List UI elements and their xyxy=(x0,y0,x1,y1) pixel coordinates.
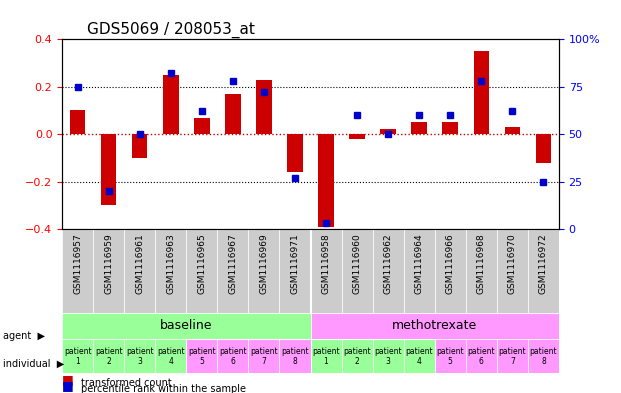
FancyBboxPatch shape xyxy=(186,229,217,312)
FancyBboxPatch shape xyxy=(373,339,404,373)
FancyBboxPatch shape xyxy=(310,229,342,312)
FancyBboxPatch shape xyxy=(93,339,124,373)
Text: GSM1116968: GSM1116968 xyxy=(477,233,486,294)
FancyBboxPatch shape xyxy=(435,339,466,373)
Text: GSM1116961: GSM1116961 xyxy=(135,233,144,294)
Text: methotrexate: methotrexate xyxy=(392,320,478,332)
Bar xyxy=(163,75,179,134)
Text: GSM1116960: GSM1116960 xyxy=(353,233,361,294)
Text: patient
2: patient 2 xyxy=(343,347,371,366)
Text: GSM1116958: GSM1116958 xyxy=(322,233,330,294)
Text: patient
1: patient 1 xyxy=(312,347,340,366)
Text: GSM1116962: GSM1116962 xyxy=(384,233,392,294)
FancyBboxPatch shape xyxy=(528,339,559,373)
Bar xyxy=(194,118,210,134)
Text: individual  ▶: individual ▶ xyxy=(3,358,65,369)
FancyBboxPatch shape xyxy=(279,339,310,373)
FancyBboxPatch shape xyxy=(404,229,435,312)
Text: patient
2: patient 2 xyxy=(95,347,122,366)
Text: GSM1116971: GSM1116971 xyxy=(291,233,299,294)
FancyBboxPatch shape xyxy=(466,339,497,373)
Text: GSM1116965: GSM1116965 xyxy=(197,233,206,294)
Text: GSM1116970: GSM1116970 xyxy=(508,233,517,294)
FancyBboxPatch shape xyxy=(310,339,342,373)
FancyBboxPatch shape xyxy=(279,229,310,312)
Text: patient
7: patient 7 xyxy=(499,347,526,366)
Text: patient
6: patient 6 xyxy=(219,347,247,366)
Text: patient
6: patient 6 xyxy=(468,347,495,366)
Text: patient
8: patient 8 xyxy=(281,347,309,366)
FancyBboxPatch shape xyxy=(497,339,528,373)
Bar xyxy=(132,134,147,158)
Text: GDS5069 / 208053_at: GDS5069 / 208053_at xyxy=(87,22,255,38)
FancyBboxPatch shape xyxy=(310,312,559,339)
Text: GSM1116969: GSM1116969 xyxy=(260,233,268,294)
Text: patient
4: patient 4 xyxy=(157,347,184,366)
FancyBboxPatch shape xyxy=(155,339,186,373)
Text: patient
5: patient 5 xyxy=(188,347,215,366)
Text: patient
3: patient 3 xyxy=(374,347,402,366)
Bar xyxy=(101,134,117,206)
Text: agent  ▶: agent ▶ xyxy=(3,331,45,341)
Text: GSM1116963: GSM1116963 xyxy=(166,233,175,294)
Text: GSM1116959: GSM1116959 xyxy=(104,233,113,294)
Bar xyxy=(442,122,458,134)
Bar xyxy=(318,134,334,227)
FancyBboxPatch shape xyxy=(217,339,248,373)
Text: ■: ■ xyxy=(62,379,74,392)
Text: ■: ■ xyxy=(62,373,74,386)
FancyBboxPatch shape xyxy=(466,229,497,312)
Text: percentile rank within the sample: percentile rank within the sample xyxy=(81,384,246,393)
Bar xyxy=(349,134,365,139)
FancyBboxPatch shape xyxy=(528,229,559,312)
Bar xyxy=(380,129,396,134)
Text: transformed count: transformed count xyxy=(81,378,171,388)
Text: patient
5: patient 5 xyxy=(437,347,464,366)
FancyBboxPatch shape xyxy=(155,229,186,312)
Bar xyxy=(535,134,551,163)
FancyBboxPatch shape xyxy=(62,339,93,373)
Text: GSM1116957: GSM1116957 xyxy=(73,233,82,294)
Text: patient
7: patient 7 xyxy=(250,347,278,366)
Text: patient
8: patient 8 xyxy=(530,347,557,366)
Bar xyxy=(473,51,489,134)
Bar xyxy=(287,134,302,172)
FancyBboxPatch shape xyxy=(342,229,373,312)
FancyBboxPatch shape xyxy=(62,229,93,312)
Bar xyxy=(70,110,85,134)
Text: patient
1: patient 1 xyxy=(64,347,91,366)
Bar xyxy=(256,80,272,134)
Text: baseline: baseline xyxy=(160,320,212,332)
FancyBboxPatch shape xyxy=(373,229,404,312)
Text: GSM1116972: GSM1116972 xyxy=(539,233,548,294)
Text: GSM1116966: GSM1116966 xyxy=(446,233,455,294)
FancyBboxPatch shape xyxy=(497,229,528,312)
Bar xyxy=(504,127,520,134)
FancyBboxPatch shape xyxy=(248,229,279,312)
Text: GSM1116964: GSM1116964 xyxy=(415,233,424,294)
FancyBboxPatch shape xyxy=(62,312,310,339)
Bar xyxy=(411,122,427,134)
FancyBboxPatch shape xyxy=(342,339,373,373)
FancyBboxPatch shape xyxy=(217,229,248,312)
FancyBboxPatch shape xyxy=(186,339,217,373)
FancyBboxPatch shape xyxy=(248,339,279,373)
Text: GSM1116967: GSM1116967 xyxy=(229,233,237,294)
Text: patient
3: patient 3 xyxy=(126,347,153,366)
Bar xyxy=(225,94,240,134)
FancyBboxPatch shape xyxy=(404,339,435,373)
FancyBboxPatch shape xyxy=(435,229,466,312)
FancyBboxPatch shape xyxy=(124,229,155,312)
FancyBboxPatch shape xyxy=(93,229,124,312)
FancyBboxPatch shape xyxy=(124,339,155,373)
Text: patient
4: patient 4 xyxy=(406,347,433,366)
